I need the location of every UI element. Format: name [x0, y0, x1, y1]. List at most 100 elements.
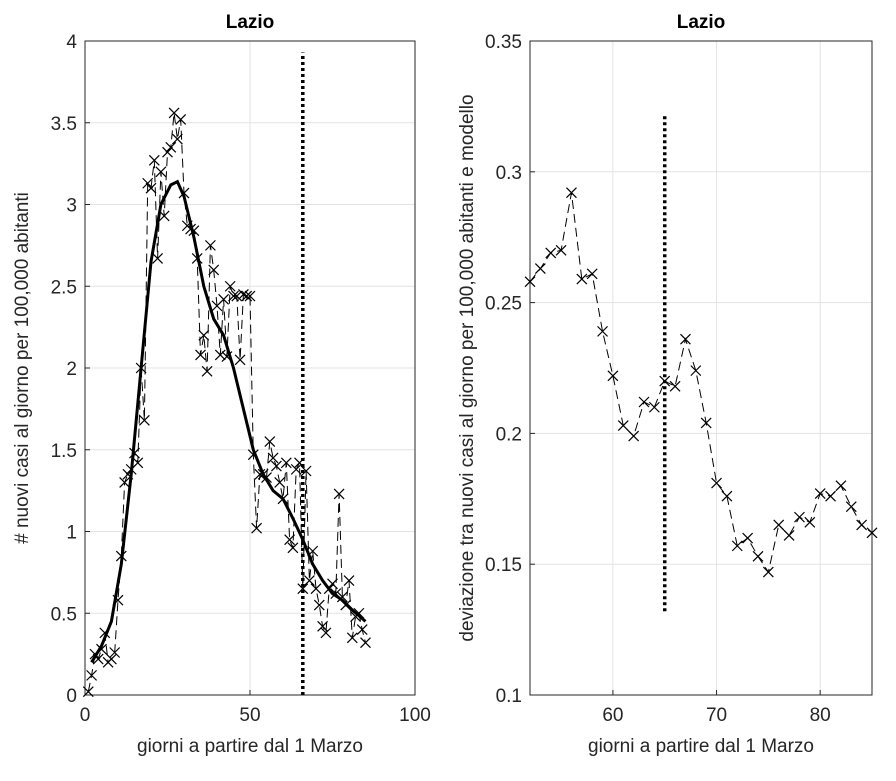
data-point — [856, 519, 868, 531]
data-point — [165, 141, 177, 153]
series-line — [90, 179, 367, 664]
data-point — [783, 529, 795, 541]
data-point — [566, 187, 577, 199]
data-point — [524, 276, 536, 288]
data-point — [138, 414, 150, 426]
plot-frame — [84, 40, 416, 696]
series-line — [529, 192, 873, 574]
data-point — [162, 146, 173, 158]
plot-frame — [529, 40, 873, 696]
y-tick-label: 2 — [66, 359, 77, 380]
data-point — [545, 247, 557, 259]
x-tick-label: 50 — [239, 705, 260, 726]
data-point — [198, 329, 210, 341]
data-point — [237, 289, 249, 300]
series-line — [87, 112, 366, 692]
data-point — [300, 465, 312, 477]
data-point — [731, 540, 743, 552]
data-point — [132, 457, 144, 469]
data-point — [356, 624, 368, 636]
data-point — [317, 620, 329, 632]
data-point — [835, 480, 847, 492]
data-point — [231, 290, 243, 302]
data-point — [119, 477, 131, 488]
y-tick-label: 1 — [66, 523, 77, 544]
y-tick-label: 3 — [66, 196, 77, 217]
y-axis-label: # nuovi casi al giorno per 100,000 abita… — [12, 192, 33, 544]
data-point — [773, 519, 785, 531]
x-tick-label: 0 — [80, 705, 91, 726]
data-point — [648, 401, 660, 413]
data-point — [607, 370, 619, 382]
data-point — [267, 452, 279, 464]
data-point — [241, 290, 253, 302]
data-point — [360, 637, 371, 649]
data-point — [690, 365, 702, 377]
data-point — [214, 349, 226, 361]
y-tick-label: 4 — [66, 32, 77, 53]
data-point — [343, 575, 355, 586]
data-point — [804, 516, 816, 528]
data-point — [586, 268, 598, 280]
data-point — [228, 290, 239, 302]
data-point — [274, 477, 286, 488]
data-point — [195, 349, 206, 361]
data-point — [700, 417, 712, 429]
data-point — [204, 239, 216, 251]
data-point — [201, 365, 213, 377]
data-point — [171, 133, 183, 145]
data-point — [175, 114, 187, 125]
x-axis-label: giorni a partire dal 1 Marzo — [137, 736, 363, 757]
y-tick-label: 0.1 — [496, 686, 522, 707]
data-point — [287, 542, 299, 554]
data-point — [794, 511, 805, 523]
data-point — [264, 436, 276, 447]
data-point — [303, 575, 315, 586]
data-point — [218, 293, 230, 305]
data-point — [762, 566, 774, 578]
data-point — [617, 420, 629, 431]
data-point — [752, 550, 764, 562]
data-point — [555, 244, 567, 256]
data-point — [208, 264, 220, 276]
data-point — [346, 632, 358, 644]
data-point — [270, 460, 282, 472]
y-tick-label: 0.3 — [496, 163, 522, 184]
data-point — [353, 607, 365, 619]
data-point — [320, 627, 332, 639]
data-point — [333, 488, 345, 500]
data-point — [711, 477, 722, 489]
data-point — [284, 534, 296, 546]
y-tick-label: 3.5 — [51, 114, 77, 135]
data-point — [742, 532, 754, 544]
chart-title: Lazio — [677, 12, 726, 33]
y-tick-label: 2.5 — [51, 277, 77, 298]
data-point — [825, 490, 836, 502]
data-point — [669, 380, 681, 392]
data-point — [628, 430, 640, 442]
data-point — [145, 182, 157, 194]
y-axis-label: deviazione tra nuovi casi al giorno per … — [457, 94, 478, 641]
y-tick-label: 0.2 — [496, 424, 522, 445]
data-point — [866, 527, 878, 539]
data-point — [142, 177, 154, 189]
data-point — [86, 669, 98, 681]
data-point — [680, 333, 691, 345]
data-point — [310, 583, 322, 595]
data-point — [251, 522, 263, 534]
data-point — [290, 463, 302, 475]
data-point — [534, 263, 546, 275]
chart-title: Lazio — [226, 12, 275, 33]
data-point — [845, 501, 857, 513]
data-point — [244, 290, 256, 302]
data-point — [576, 273, 588, 285]
data-point — [814, 488, 826, 499]
data-point — [638, 396, 650, 408]
data-point — [105, 653, 117, 665]
x-tick-label: 100 — [399, 705, 431, 726]
data-point — [313, 599, 325, 611]
y-tick-label: 0.5 — [51, 604, 77, 625]
x-axis-label: giorni a partire dal 1 Marzo — [588, 736, 814, 757]
data-point — [152, 253, 164, 264]
